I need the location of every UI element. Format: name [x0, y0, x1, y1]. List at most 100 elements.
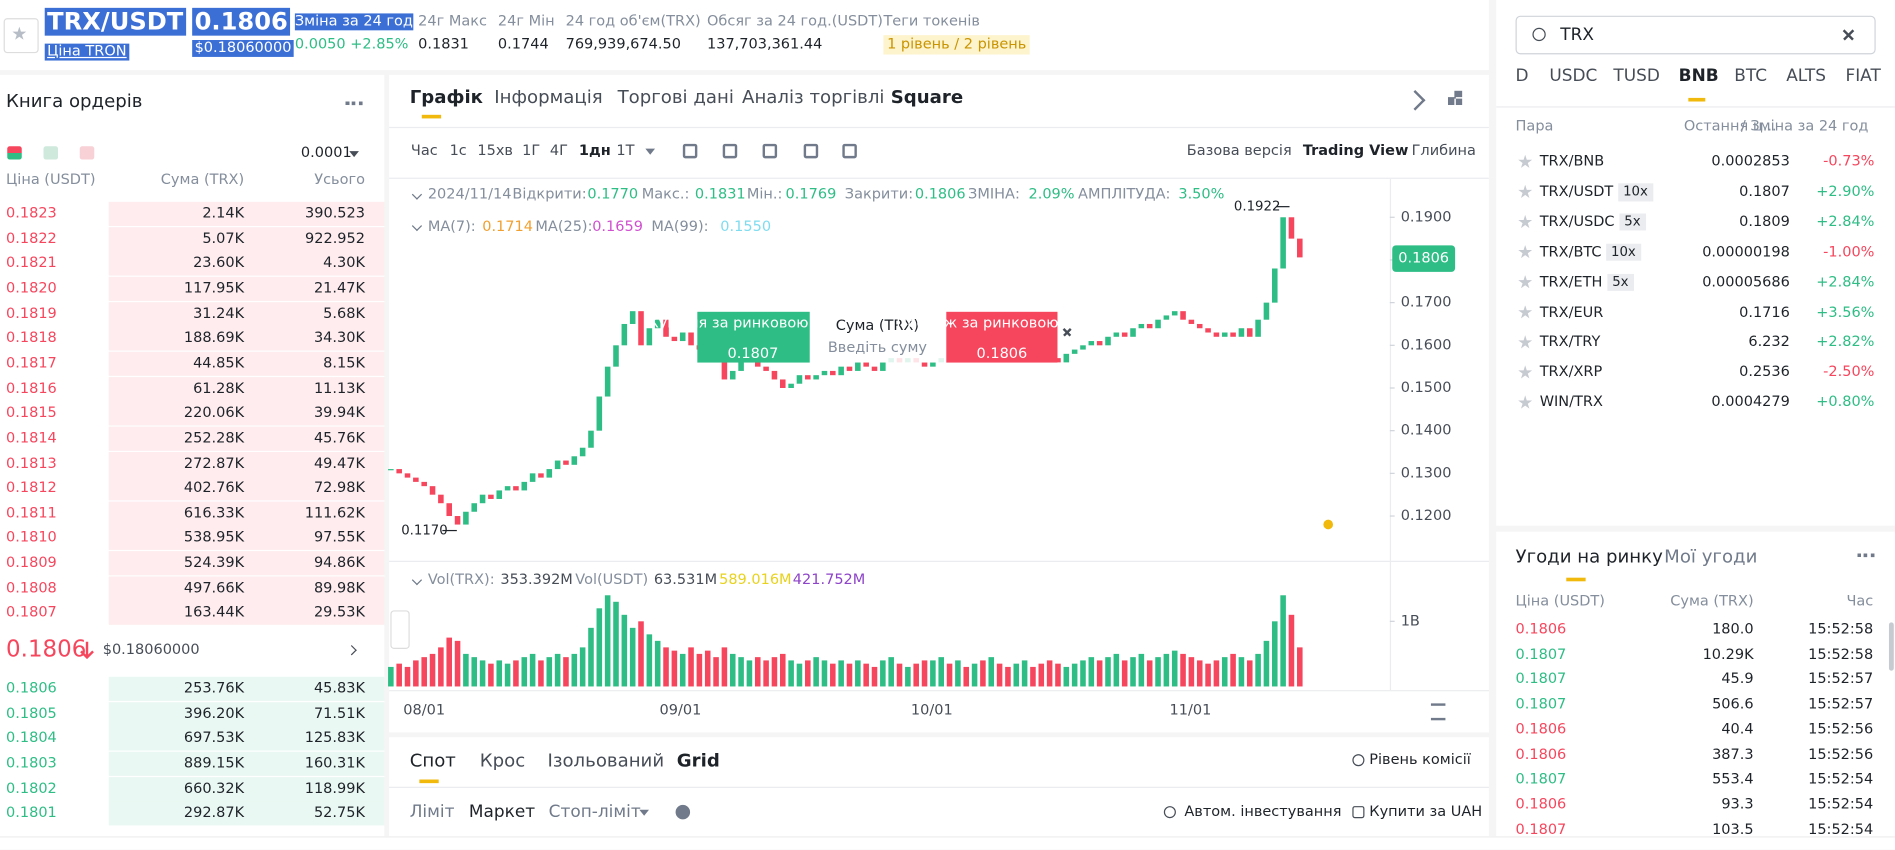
trade-tab[interactable]: Спот: [409, 749, 456, 772]
trades-column: Час: [1846, 592, 1874, 610]
trades-tab[interactable]: Угоди на ринку: [1515, 545, 1663, 568]
order-amount: 188.69K: [183, 329, 245, 347]
stat-label: 24 год об'єм(TRX): [565, 12, 701, 30]
interval-button[interactable]: 1с: [449, 141, 467, 159]
divider: [389, 177, 1489, 179]
chart-tab[interactable]: Square: [890, 86, 964, 109]
ohlc-label: Макс.:: [641, 185, 690, 202]
scroll-handle[interactable]: [390, 610, 410, 649]
market-tab[interactable]: ALTS: [1786, 66, 1826, 86]
pair-symbol[interactable]: TRX/EUR: [1539, 302, 1604, 320]
layout-toggle[interactable]: [79, 146, 95, 160]
favorite-button[interactable]: [3, 18, 39, 54]
more-icon[interactable]: [1857, 553, 1875, 561]
trade-tab[interactable]: Ізольований: [547, 749, 665, 772]
depth-bar: [108, 551, 385, 576]
market-tab[interactable]: D: [1515, 66, 1529, 86]
buy-button[interactable]: [697, 311, 810, 363]
order-amount: 31.24K: [193, 304, 245, 322]
stat-value: 0.1744: [497, 35, 549, 53]
tool-icon[interactable]: [682, 143, 698, 159]
interval-button[interactable]: Час: [410, 141, 438, 159]
depth-bar: [108, 601, 385, 626]
order-type[interactable]: Ліміт: [409, 802, 455, 822]
market-column: / Зміна за 24 год: [1740, 117, 1869, 135]
pair-symbol[interactable]: TRX/BTC: [1539, 242, 1602, 260]
pair-symbol[interactable]: TRX/XRP: [1539, 363, 1603, 380]
order-type[interactable]: Стоп-ліміт: [548, 802, 641, 822]
fee-level[interactable]: Рівень комісії: [1369, 750, 1471, 768]
tool-icon[interactable]: [842, 143, 857, 159]
order-amount: 253.76K: [183, 679, 245, 697]
search-box[interactable]: [1515, 15, 1876, 55]
view-option[interactable]: Базова версія: [1186, 141, 1292, 159]
down-arrow: [80, 641, 94, 660]
pair-change: +0.80%: [1816, 393, 1875, 411]
interval-button[interactable]: 1Г: [522, 141, 541, 159]
trade-time: 15:52:56: [1808, 745, 1874, 763]
trade-price: 0.1807: [1515, 645, 1567, 663]
market-tab[interactable]: USDC: [1549, 66, 1598, 86]
market-tab[interactable]: BTC: [1734, 66, 1768, 86]
view-option[interactable]: Глибина: [1411, 141, 1476, 159]
auto-invest[interactable]: Автом. інвестування: [1184, 802, 1342, 820]
order-total: 34.30K: [313, 329, 365, 347]
amount-label: Сума (TRX): [835, 316, 920, 334]
trade-tab[interactable]: Крос: [479, 749, 526, 772]
pair-symbol[interactable]: TRX/BNB: [1539, 152, 1605, 170]
layout-toggle[interactable]: [7, 146, 22, 160]
interval-button[interactable]: 1дн: [578, 141, 611, 159]
interval-button[interactable]: 15хв: [477, 141, 513, 159]
depth-bar: [108, 501, 385, 526]
order-input[interactable]: [812, 311, 946, 363]
pair-symbol[interactable]: TRX/USDC: [1539, 212, 1615, 230]
market-tab[interactable]: BNB: [1678, 66, 1719, 86]
order-total: 97.55K: [313, 528, 365, 546]
pair-symbol[interactable]: TRX/USDT: [1539, 182, 1614, 200]
ticker-strip: [0, 836, 1895, 850]
search-input[interactable]: TRX: [1560, 25, 1594, 45]
order-total: 52.75K: [313, 804, 365, 822]
order-total: 49.47K: [313, 453, 365, 471]
trade-price: 0.1806: [1515, 795, 1567, 813]
chart-tab[interactable]: Графік: [409, 86, 483, 109]
chart-tab[interactable]: Інформація: [494, 86, 603, 109]
order-amount: 402.76K: [183, 478, 245, 496]
pair-subtitle[interactable]: Ціна TRON: [44, 43, 130, 61]
tool-icon[interactable]: [762, 143, 778, 159]
trade-tab[interactable]: Grid: [676, 749, 720, 772]
trades-tab[interactable]: Мої угоди: [1664, 545, 1758, 568]
amount-placeholder: Введіть суму: [827, 338, 927, 356]
layout-toggle[interactable]: [43, 146, 59, 160]
interval-button[interactable]: 1Т: [616, 141, 635, 159]
market-tab[interactable]: FIAT: [1845, 66, 1881, 86]
market-tab[interactable]: TUSD: [1613, 66, 1660, 86]
pair-symbol[interactable]: WIN/TRX: [1539, 393, 1603, 411]
time-axis-label: 10/01: [910, 701, 953, 719]
leverage-badge: 5x: [1619, 213, 1646, 231]
chart-tab[interactable]: Аналіз торгівлі: [742, 86, 885, 109]
buy-uah[interactable]: Купити за UAH: [1369, 802, 1483, 820]
search-icon: [1532, 27, 1546, 42]
order-total: 390.523: [305, 204, 365, 222]
interval-button[interactable]: 4Г: [549, 141, 568, 159]
caret: [349, 151, 359, 162]
volume-value: 353.392M: [500, 570, 573, 588]
order-price: 0.1804: [6, 729, 57, 747]
order-type[interactable]: Маркет: [468, 802, 536, 822]
precision-select[interactable]: 0.0001: [300, 143, 352, 161]
order-amount: 660.32K: [183, 779, 245, 797]
tool-icon[interactable]: [803, 143, 819, 159]
pair-symbol[interactable]: TRX/ETH: [1539, 272, 1603, 290]
pair-symbol[interactable]: TRX/TRY: [1539, 332, 1601, 350]
ohlc-label: ЗМІНА:: [968, 185, 1020, 202]
chart-tab[interactable]: Торгові дані: [617, 86, 734, 109]
stat-label: Теги токенів: [883, 12, 980, 30]
sell-price: 0.1806: [976, 344, 1028, 362]
depth-bar: [108, 376, 385, 401]
view-option[interactable]: Trading View: [1302, 141, 1409, 159]
tool-icon[interactable]: [722, 143, 738, 159]
sell-button[interactable]: [946, 311, 1058, 363]
scale-icon[interactable]: [1430, 703, 1446, 721]
depth-bar: [108, 526, 385, 551]
